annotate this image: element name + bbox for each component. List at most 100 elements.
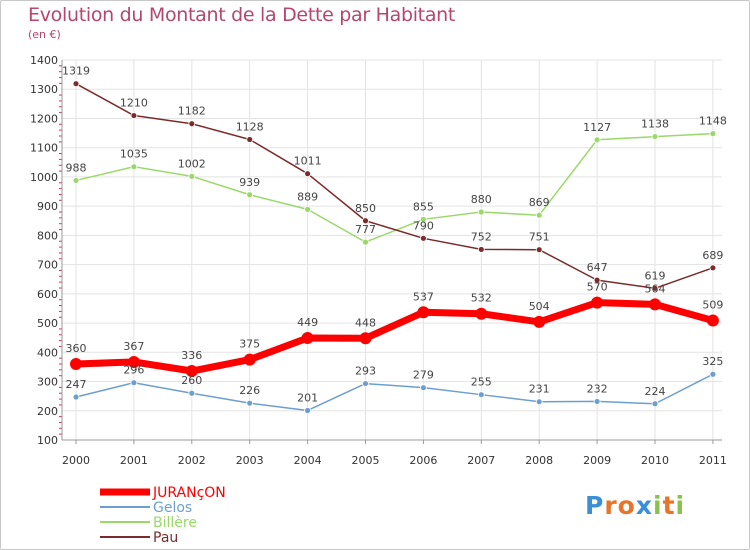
series-line bbox=[75, 82, 714, 290]
data-label: 1182 bbox=[178, 105, 206, 118]
legend-label: JURANçON bbox=[152, 485, 226, 501]
data-point bbox=[70, 358, 82, 370]
data-point bbox=[593, 398, 601, 405]
data-label: 232 bbox=[587, 382, 608, 395]
data-point bbox=[533, 315, 546, 328]
x-tick-label: 2003 bbox=[236, 454, 264, 467]
logo-letter: i bbox=[653, 491, 663, 520]
series-billère bbox=[72, 130, 717, 246]
data-label: 201 bbox=[297, 391, 318, 404]
series-jurançon bbox=[70, 296, 719, 378]
data-point bbox=[651, 133, 659, 140]
y-tick-label: 200 bbox=[37, 405, 58, 418]
data-label: 1148 bbox=[699, 115, 727, 128]
axes bbox=[59, 60, 722, 444]
x-tick-labels: 2000 2001 2002 2003 2004 2005 2006 2007 2008 2009… bbox=[62, 454, 727, 467]
page-title: Evolution du Montant de la Dette par Hab… bbox=[28, 4, 456, 26]
x-tick-label: 2008 bbox=[525, 454, 553, 467]
data-label: 325 bbox=[702, 355, 723, 368]
grid-lines bbox=[62, 59, 722, 441]
x-tick-label: 2000 bbox=[62, 454, 90, 467]
data-point bbox=[535, 398, 543, 406]
y-tick-labels: 100 200 300 400 500 600 700 800 900 1000 1100 1200 1… bbox=[30, 54, 58, 447]
data-point bbox=[246, 136, 254, 143]
data-point bbox=[419, 234, 427, 242]
data-label: 855 bbox=[413, 200, 434, 213]
logo-letter: r bbox=[604, 491, 618, 520]
data-point bbox=[477, 208, 485, 216]
data-point bbox=[419, 215, 427, 223]
data-point bbox=[72, 80, 80, 88]
data-point bbox=[188, 172, 196, 180]
data-label: 1138 bbox=[641, 118, 669, 131]
data-label: 293 bbox=[355, 365, 376, 378]
data-point bbox=[301, 331, 314, 344]
data-label: 1128 bbox=[236, 121, 264, 134]
x-tick-label: 2006 bbox=[409, 454, 437, 467]
y-tick-label: 300 bbox=[37, 376, 58, 389]
chart-subtitle: (en €) bbox=[28, 28, 61, 41]
data-label: 336 bbox=[181, 349, 202, 362]
data-point bbox=[130, 379, 138, 387]
y-tick-label: 500 bbox=[37, 317, 58, 330]
data-label: 296 bbox=[123, 364, 144, 377]
data-point bbox=[72, 393, 80, 401]
data-label: 752 bbox=[471, 230, 492, 243]
legend-label: Billère bbox=[153, 515, 197, 531]
data-point bbox=[593, 136, 601, 144]
data-point bbox=[243, 353, 256, 366]
logo-letter: x bbox=[635, 491, 653, 520]
data-point bbox=[246, 191, 254, 199]
y-tick-label: 600 bbox=[37, 288, 58, 301]
data-label: 360 bbox=[66, 342, 87, 355]
brand-logo: Proxiti bbox=[585, 491, 685, 520]
series-group bbox=[70, 80, 719, 414]
data-point bbox=[649, 298, 661, 311]
data-label: 448 bbox=[355, 316, 376, 329]
data-label: 449 bbox=[297, 316, 318, 329]
data-point bbox=[477, 246, 485, 253]
data-label: 367 bbox=[123, 340, 144, 353]
data-point bbox=[188, 120, 196, 128]
x-tick-label: 2005 bbox=[352, 454, 380, 467]
data-point bbox=[417, 306, 430, 319]
data-point bbox=[130, 163, 138, 171]
data-label: 850 bbox=[355, 202, 376, 215]
data-point bbox=[188, 389, 196, 397]
y-tick-label: 900 bbox=[37, 200, 58, 213]
data-label: 619 bbox=[645, 269, 666, 282]
data-label: 1127 bbox=[583, 121, 611, 134]
y-tick-label: 1300 bbox=[30, 83, 58, 96]
data-label: 375 bbox=[239, 338, 260, 351]
y-tick-label: 1400 bbox=[30, 54, 58, 67]
data-label: 751 bbox=[529, 231, 550, 244]
data-label: 1210 bbox=[120, 97, 148, 110]
x-tick-label: 2010 bbox=[641, 454, 669, 467]
data-point bbox=[591, 296, 604, 309]
data-label: 869 bbox=[529, 196, 550, 209]
data-label: 226 bbox=[239, 384, 260, 397]
data-point bbox=[362, 238, 369, 246]
data-label: 1035 bbox=[120, 148, 148, 161]
data-point bbox=[709, 264, 717, 272]
data-label: 509 bbox=[702, 298, 723, 311]
y-tick-label: 1100 bbox=[30, 142, 58, 155]
data-label: 504 bbox=[529, 300, 550, 313]
data-point bbox=[362, 380, 369, 387]
y-tick-label: 100 bbox=[37, 434, 58, 447]
x-tick-label: 2011 bbox=[699, 454, 727, 467]
legend-label: Pau bbox=[153, 530, 178, 546]
series-line bbox=[75, 373, 714, 412]
data-point bbox=[246, 399, 254, 407]
data-label: 1002 bbox=[178, 157, 206, 170]
y-tick-label: 800 bbox=[37, 229, 58, 242]
legend-label: Gelos bbox=[153, 500, 192, 516]
data-label: 224 bbox=[645, 385, 666, 398]
data-point bbox=[709, 370, 717, 378]
data-point bbox=[72, 177, 80, 184]
data-label: 255 bbox=[471, 376, 492, 389]
data-label: 231 bbox=[529, 383, 550, 396]
